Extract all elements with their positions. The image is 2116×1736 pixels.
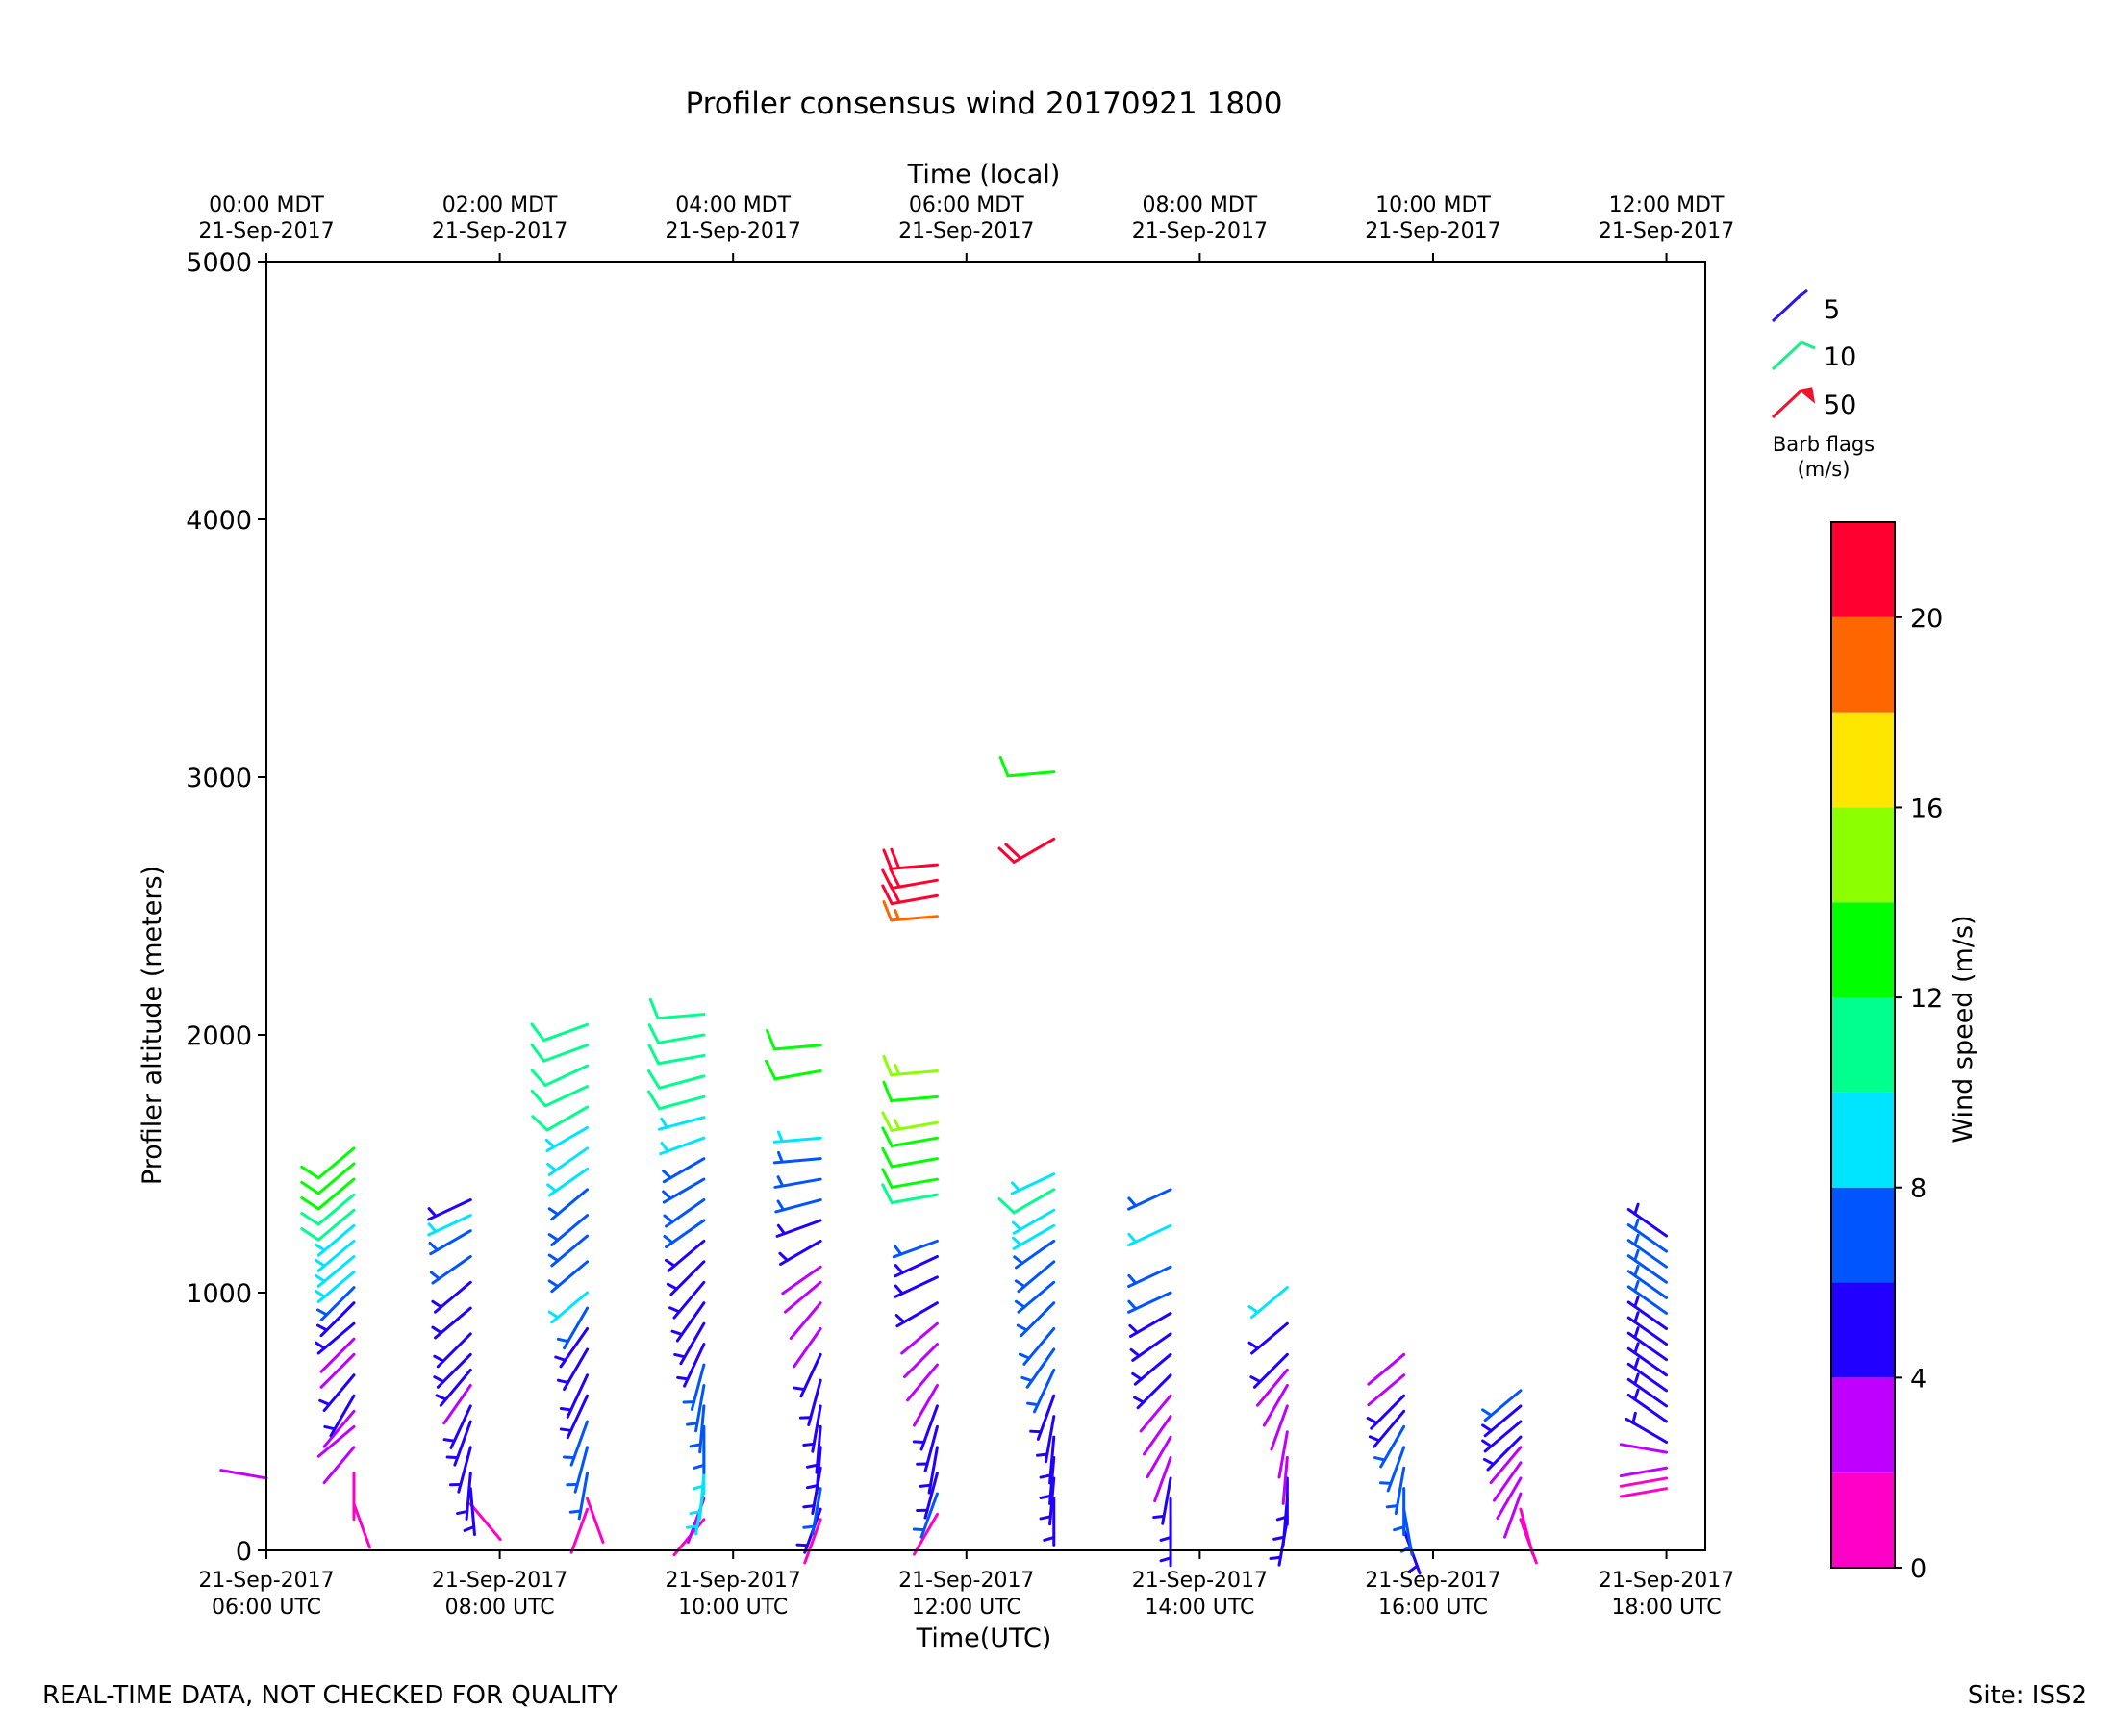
profile-0600	[221, 1471, 266, 1478]
x-axis-label: Time(UTC)	[916, 1623, 1052, 1653]
y-tick-label: 5000	[186, 248, 252, 278]
x2-tick-label-date: 21-Sep-2017	[898, 219, 1034, 243]
colorbar-segment	[1831, 1188, 1895, 1283]
colorbar-segment	[1831, 902, 1895, 997]
colorbar-segment	[1831, 522, 1895, 617]
x-tick-label-date: 21-Sep-2017	[1132, 1569, 1268, 1593]
colorbar-label: Wind speed (m/s)	[1949, 915, 1978, 1143]
x2-tick-label-date: 21-Sep-2017	[1365, 219, 1500, 243]
barb-legend-label-10: 10	[1824, 342, 1856, 372]
x-tick-label-date: 21-Sep-2017	[1599, 1569, 1734, 1593]
colorbar-tick-label: 20	[1910, 604, 1943, 634]
x-tick-label-date: 21-Sep-2017	[1365, 1569, 1500, 1593]
x-tick-label-time: 08:00 UTC	[445, 1596, 555, 1620]
colorbar-segment	[1831, 1283, 1895, 1378]
x2-tick-label-time: 00:00 MDT	[209, 193, 324, 217]
x2-tick-label-date: 21-Sep-2017	[198, 219, 334, 243]
x-tick-label-date: 21-Sep-2017	[898, 1569, 1034, 1593]
colorbar-segment	[1831, 713, 1895, 808]
barb-legend-glyph-10	[1773, 342, 1815, 369]
colorbar-tick-label: 16	[1910, 793, 1943, 823]
x-tick-label-time: 12:00 UTC	[912, 1596, 1021, 1620]
wind-barb	[221, 1471, 266, 1478]
x2-tick-label-date: 21-Sep-2017	[1599, 219, 1734, 243]
x2-tick-label-date: 21-Sep-2017	[432, 219, 567, 243]
colorbar-tick-label: 12	[1910, 984, 1943, 1014]
barb-legend-title: Barb flags	[1773, 433, 1875, 456]
quality-disclaimer: REAL-TIME DATA, NOT CHECKED FOR QUALITY	[42, 1681, 618, 1710]
site-label: Site: ISS2	[1968, 1681, 2087, 1710]
x-tick-label-time: 18:00 UTC	[1612, 1596, 1722, 1620]
colorbar-segment	[1831, 1093, 1895, 1188]
x2-tick-label-time: 10:00 MDT	[1375, 193, 1491, 217]
y-tick-label: 4000	[186, 506, 252, 536]
colorbar-tick-label: 0	[1910, 1554, 1927, 1584]
colorbar-segment	[1831, 1472, 1895, 1568]
barb-legend-label-5: 5	[1824, 295, 1840, 325]
x2-tick-label-time: 02:00 MDT	[442, 193, 558, 217]
colorbar-segment	[1831, 807, 1895, 902]
chart-title: Profiler consensus wind 20170921 1800	[686, 87, 1283, 121]
colorbar-segment	[1831, 997, 1895, 1093]
barb-legend-glyph-5	[1773, 290, 1807, 321]
barb-legend-label-50: 50	[1824, 390, 1856, 420]
colorbar-tick-label: 4	[1910, 1364, 1927, 1394]
x2-tick-label-date: 21-Sep-2017	[1132, 219, 1268, 243]
x-tick-label-time: 14:00 UTC	[1145, 1596, 1254, 1620]
y-axis-label: Profiler altitude (meters)	[138, 866, 167, 1185]
x2-axis-label: Time (local)	[907, 160, 1061, 189]
barb-legend: Barb flags (m/s) 5 10 50	[1773, 290, 1875, 481]
colorbar-segment	[1831, 1377, 1895, 1472]
y-tick-label: 3000	[186, 764, 252, 793]
x2-tick-label-time: 04:00 MDT	[675, 193, 791, 217]
y-tick-label: 1000	[186, 1279, 252, 1309]
plot-background	[266, 262, 1705, 1550]
colorbar-tick-label: 8	[1910, 1174, 1927, 1204]
colorbar-segment	[1831, 617, 1895, 713]
x-tick-label-date: 21-Sep-2017	[198, 1569, 334, 1593]
x-tick-label-date: 21-Sep-2017	[666, 1569, 801, 1593]
plot-area	[266, 262, 1705, 1550]
x2-tick-label-time: 06:00 MDT	[909, 193, 1024, 217]
x2-tick-label-date: 21-Sep-2017	[666, 219, 801, 243]
y-tick-label: 2000	[186, 1021, 252, 1051]
x2-tick-label-time: 12:00 MDT	[1609, 193, 1725, 217]
barb-legend-units: (m/s)	[1798, 458, 1851, 481]
x-tick-label-time: 10:00 UTC	[678, 1596, 788, 1620]
barb-legend-glyph-50	[1773, 389, 1813, 417]
colorbar: Wind speed (m/s) 0 4 8 12 16 20	[1831, 522, 1978, 1584]
x2-tick-label-time: 08:00 MDT	[1142, 193, 1257, 217]
x-tick-label-time: 16:00 UTC	[1378, 1596, 1488, 1620]
x-tick-label-time: 06:00 UTC	[212, 1596, 321, 1620]
x-tick-label-date: 21-Sep-2017	[432, 1569, 567, 1593]
y-tick-label: 0	[236, 1537, 252, 1567]
